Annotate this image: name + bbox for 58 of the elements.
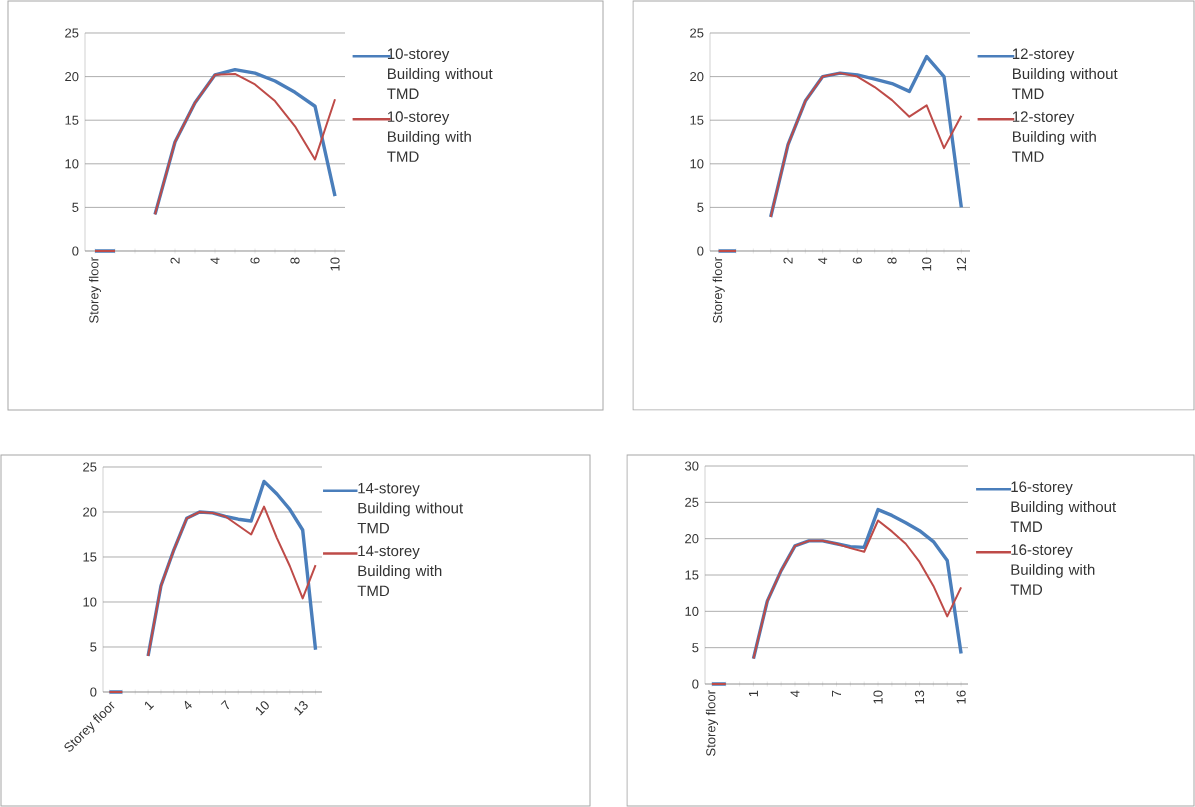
x-tick-label: 6 xyxy=(852,257,862,264)
x-tick-label: 8 xyxy=(290,257,300,264)
y-tick-label: 0 xyxy=(692,679,699,689)
legend-label: 12-storey Building without TMD xyxy=(1012,48,1118,99)
legend-label: 12-storey Building with TMD xyxy=(1012,111,1096,162)
y-tick-label: 20 xyxy=(690,71,704,82)
x-tick-label: 10 xyxy=(330,257,340,271)
x-tick-label: Storey floor xyxy=(88,257,102,323)
legend-label: 14-storey Building without TMD xyxy=(357,482,463,534)
legend-label: 16-storey Building with TMD xyxy=(1010,544,1095,595)
x-tick-label: 12 xyxy=(956,257,966,271)
x-tick-label: 10 xyxy=(873,690,883,704)
x-tick-label: 7 xyxy=(832,690,841,697)
y-tick-label: 10 xyxy=(690,159,704,169)
x-tick-label: 7 xyxy=(220,699,230,710)
x-tick-label: 4 xyxy=(210,257,220,264)
y-tick-label: 5 xyxy=(692,643,699,653)
x-tick-label: 4 xyxy=(818,257,828,264)
y-tick-label: 25 xyxy=(690,28,704,38)
y-tick-label: 25 xyxy=(65,28,79,38)
legend-label: 14-storey Building with TMD xyxy=(357,545,442,596)
y-tick-label: 5 xyxy=(72,202,79,212)
y-tick-label: 20 xyxy=(83,507,97,517)
y-tick-label: 0 xyxy=(697,246,704,256)
y-tick-label: 0 xyxy=(72,246,79,256)
x-tick-label: 10 xyxy=(255,701,269,716)
y-tick-label: 20 xyxy=(685,534,699,544)
y-tick-label: 10 xyxy=(685,606,699,616)
x-tick-label: 16 xyxy=(956,690,966,704)
y-tick-label: 30 xyxy=(685,461,699,471)
x-tick-label: Storey floor xyxy=(712,257,725,323)
y-tick-label: 15 xyxy=(690,115,704,125)
x-tick-label: 1 xyxy=(748,690,758,697)
legend-label: 10-storey Building with TMD xyxy=(387,111,471,162)
x-tick-label: 1 xyxy=(144,701,154,711)
y-tick-label: 5 xyxy=(90,642,97,652)
y-tick-label: 10 xyxy=(65,159,79,169)
y-tick-label: 10 xyxy=(83,597,97,607)
y-tick-label: 15 xyxy=(685,570,699,580)
x-tick-label: 2 xyxy=(170,257,180,264)
y-tick-label: 5 xyxy=(697,202,704,212)
y-tick-label: 25 xyxy=(83,462,97,472)
x-tick-label: 8 xyxy=(887,257,897,264)
y-tick-label: 15 xyxy=(83,552,97,562)
legend-label: 16-storey Building without TMD xyxy=(1010,481,1117,532)
y-tick-label: 25 xyxy=(685,497,699,507)
x-tick-label: 10 xyxy=(922,257,932,271)
x-tick-label: 4 xyxy=(184,700,192,710)
y-tick-label: 0 xyxy=(90,687,97,697)
x-tick-label: 6 xyxy=(250,257,260,264)
x-tick-label: 13 xyxy=(914,690,925,704)
x-tick-label: Storey floor xyxy=(705,690,718,756)
y-tick-label: 20 xyxy=(65,71,79,82)
legend-label: 10-storey Building without TMD xyxy=(387,48,493,99)
x-tick-label: 2 xyxy=(783,257,793,264)
x-tick-label: 13 xyxy=(294,701,308,716)
x-tick-label: 4 xyxy=(790,690,800,697)
y-tick-label: 15 xyxy=(65,115,79,125)
